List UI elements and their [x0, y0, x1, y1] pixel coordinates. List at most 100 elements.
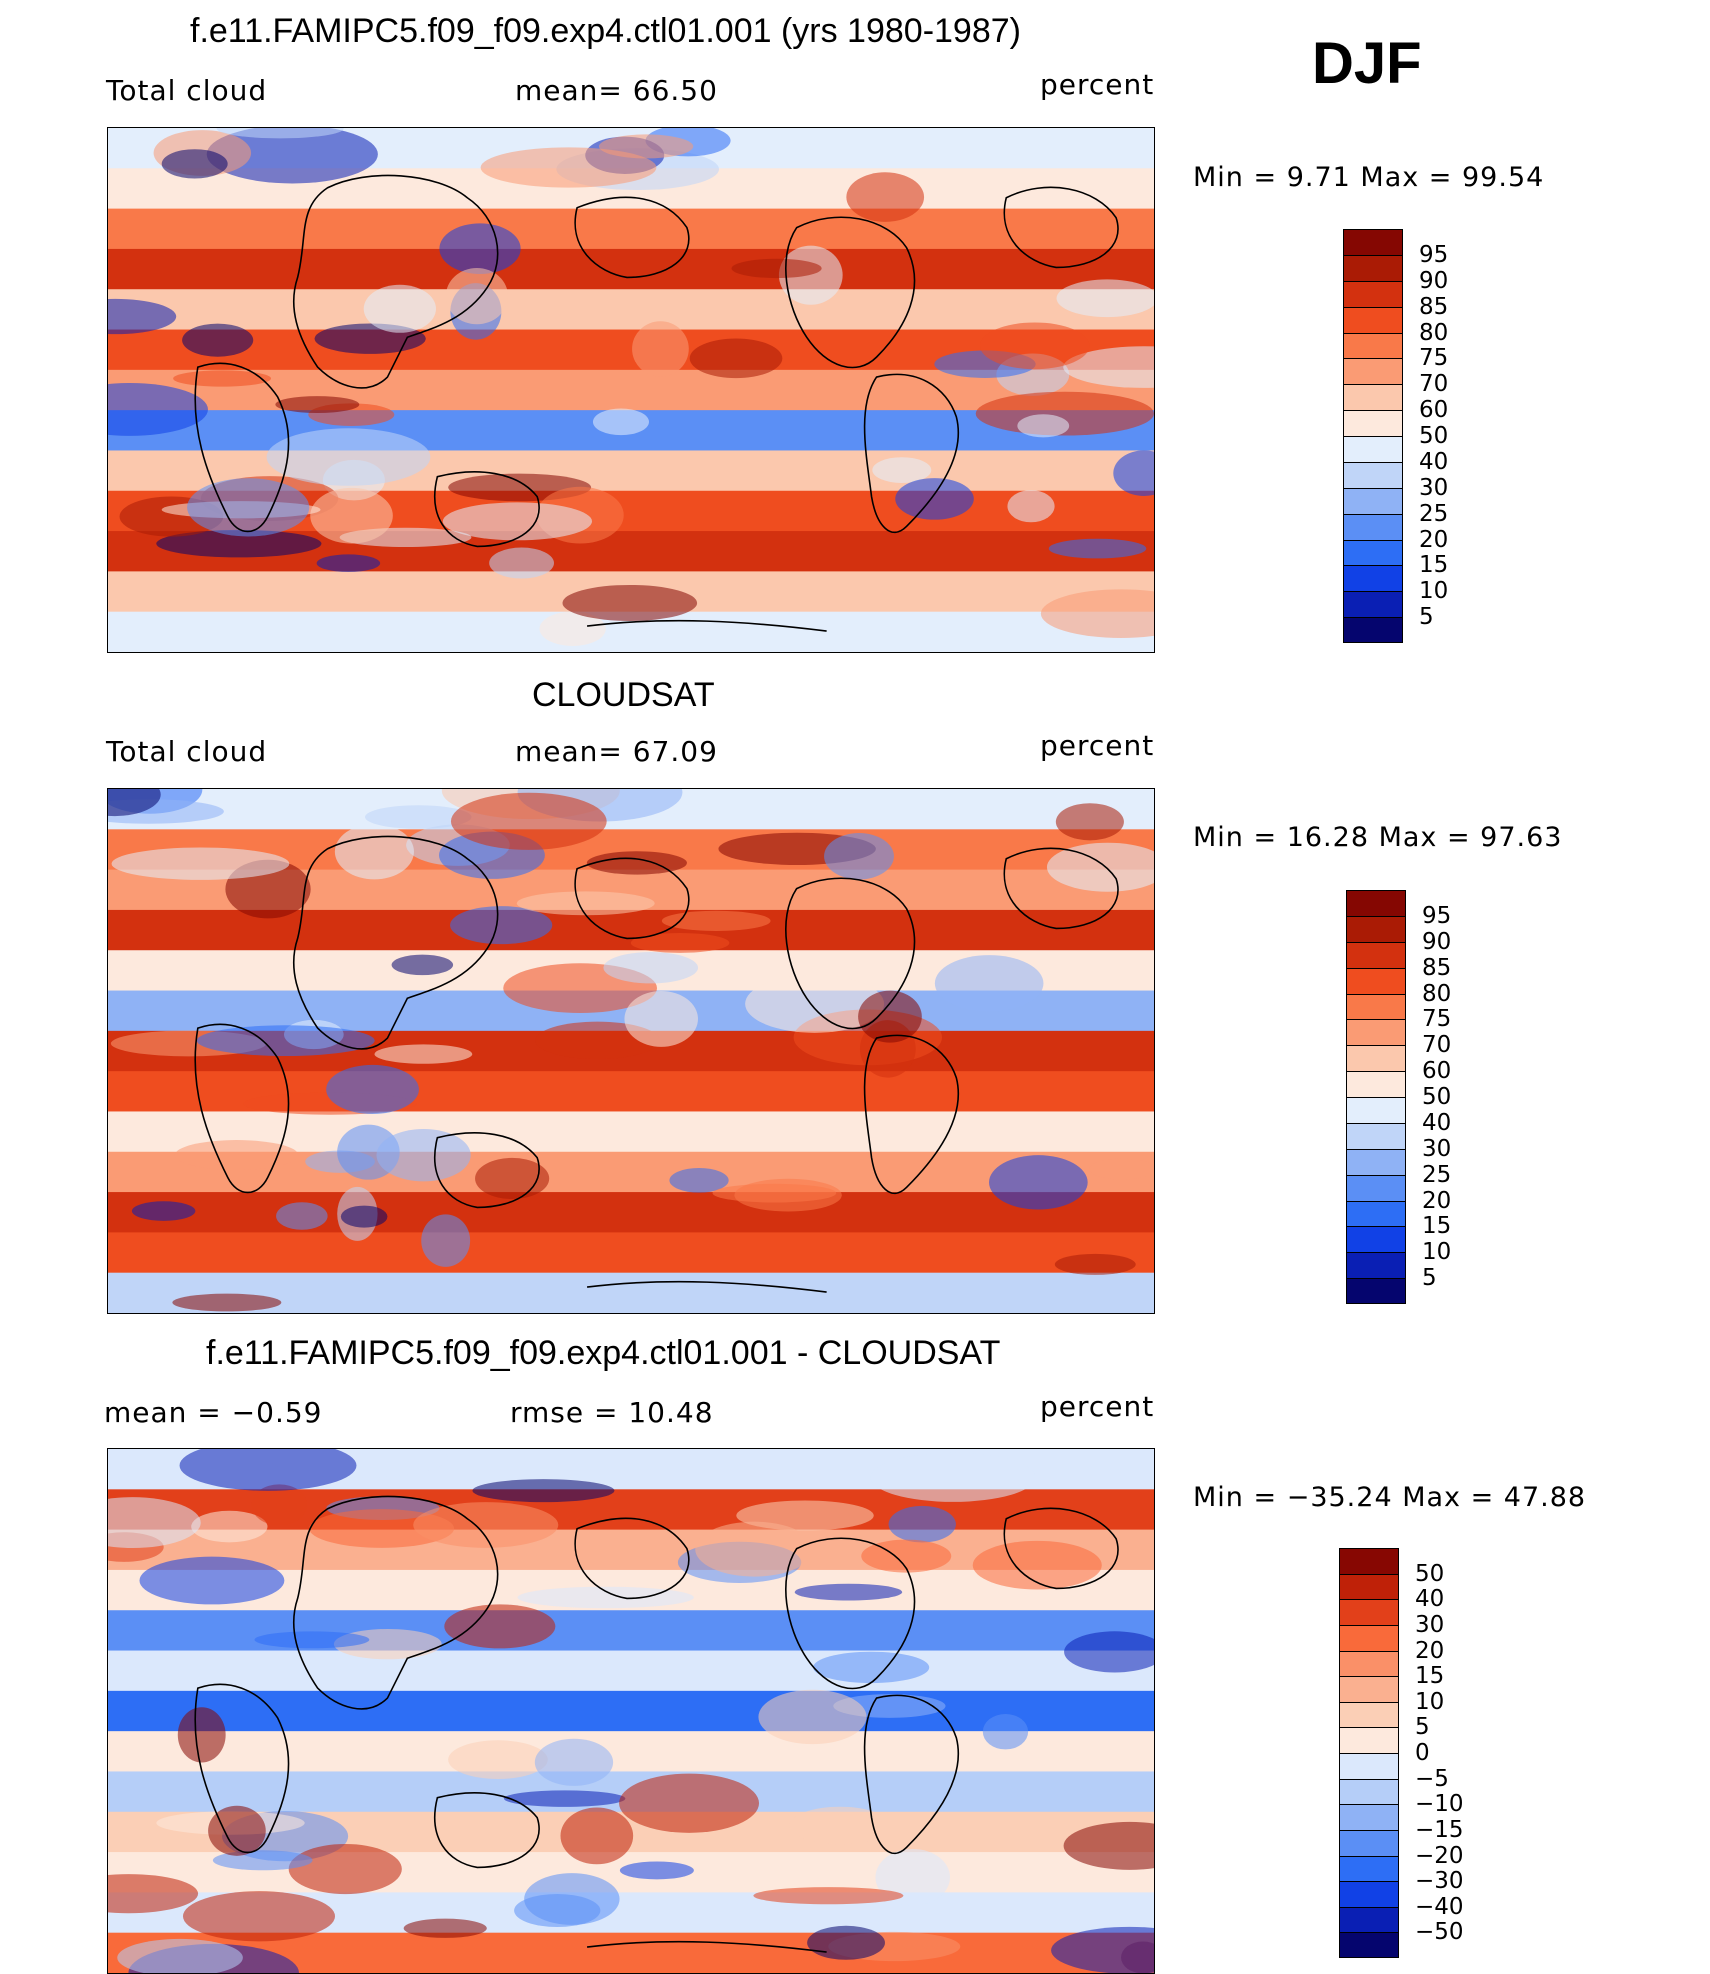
colorbar-label: 10 [1422, 1239, 1452, 1266]
map-blob [683, 789, 821, 818]
map-blob [108, 1497, 201, 1549]
colorbar-label: 85 [1422, 954, 1452, 981]
colorbar-label: 30 [1415, 1611, 1445, 1638]
panel-1-units: percent [1040, 68, 1155, 101]
colorbar-swatch [1339, 1778, 1399, 1805]
map-blob [1017, 414, 1070, 438]
map-blob [858, 990, 922, 1043]
colorbar-swatch [1339, 1932, 1399, 1958]
map-blob [517, 1586, 694, 1609]
map-blob [586, 851, 687, 875]
colorbar-label: 60 [1422, 1058, 1452, 1085]
colorbar-swatch [1343, 436, 1403, 462]
map-blob [632, 321, 689, 377]
colorbar-swatch [1339, 1548, 1399, 1574]
colorbar-swatch [1346, 1071, 1406, 1097]
colorbar-label: 75 [1419, 345, 1449, 372]
colorbar-swatch [1339, 1753, 1399, 1779]
map-blob [1046, 842, 1154, 892]
colorbar-label: 5 [1422, 1265, 1437, 1292]
colorbar-label: −30 [1415, 1868, 1464, 1895]
map-blob [254, 1631, 370, 1649]
map-blob [934, 955, 1044, 1012]
map-blob [448, 1740, 548, 1780]
colorbar-label: 90 [1419, 267, 1449, 294]
map-blob [661, 910, 771, 931]
map-blob [619, 1861, 694, 1880]
colorbar-label: 50 [1419, 423, 1449, 449]
colorbar-swatch [1346, 1278, 1406, 1304]
colorbar-swatch [1346, 1148, 1406, 1175]
colorbar-swatch [1343, 280, 1403, 307]
map-blob [161, 149, 228, 179]
panel-3-rmse: rmse = 10.48 [510, 1396, 714, 1429]
colorbar-label: 70 [1419, 371, 1449, 398]
coastline [194, 1023, 290, 1194]
colorbar-label: −50 [1415, 1919, 1464, 1946]
colorbar-swatch [1343, 617, 1403, 643]
map-blob [376, 1128, 471, 1182]
map-blob [669, 1167, 729, 1193]
colorbar-label: 95 [1422, 902, 1452, 929]
map-blob [1113, 450, 1154, 497]
map-blob [208, 1805, 266, 1856]
panel-2-map [107, 788, 1155, 1314]
map-blob [794, 1583, 903, 1601]
map-blob [489, 547, 555, 579]
map-blob [413, 1502, 559, 1548]
coastline [785, 216, 916, 369]
colorbar-label: 15 [1415, 1663, 1445, 1690]
colorbar-label: 5 [1415, 1714, 1430, 1741]
panel-1-map-svg [108, 128, 1154, 652]
colorbar-label: 15 [1419, 552, 1449, 579]
colorbar-swatch [1346, 915, 1406, 942]
map-blob [516, 891, 655, 916]
map-blob [875, 1848, 951, 1906]
colorbar-label: 95 [1419, 241, 1449, 268]
colorbar-label: −5 [1415, 1765, 1449, 1792]
panel-2-map-svg [108, 789, 1154, 1313]
colorbar-label: 40 [1419, 448, 1449, 475]
map-blob [895, 478, 974, 520]
map-blob [326, 1064, 419, 1114]
coastline [863, 373, 960, 533]
panel-3-map [107, 1448, 1155, 1974]
map-blob [108, 298, 177, 335]
map-blob [182, 323, 254, 357]
colorbar-swatch [1343, 487, 1403, 514]
colorbar-label: 30 [1419, 474, 1449, 501]
colorbar-swatch [1343, 539, 1403, 566]
panel-3-minmax: Min = −35.24 Max = 47.88 [1193, 1482, 1587, 1513]
coastline [292, 835, 499, 1050]
panel-3-mean: mean = −0.59 [104, 1396, 323, 1429]
panel-2-mean: mean= 67.09 [515, 735, 718, 768]
map-blob [534, 1738, 614, 1786]
colorbar-swatch [1339, 1855, 1399, 1882]
colorbar-swatch [1343, 358, 1403, 385]
colorbar-swatch [1343, 410, 1403, 436]
colorbar-swatch [1339, 1573, 1399, 1600]
colorbar-label: −20 [1415, 1842, 1464, 1869]
colorbar-label: 30 [1422, 1135, 1452, 1162]
colorbar-swatch [1343, 306, 1403, 333]
colorbar-swatch [1346, 1045, 1406, 1072]
coastline [574, 857, 690, 940]
colorbar-swatch [1343, 229, 1403, 255]
map-blob [450, 792, 607, 850]
map-blob [139, 1556, 285, 1605]
coastline [1003, 186, 1119, 269]
map-blob [391, 954, 454, 976]
map-blob [712, 1183, 837, 1203]
map-blob [1064, 1631, 1154, 1673]
coastline [785, 877, 916, 1030]
colorbar-swatch [1346, 1252, 1406, 1279]
colorbar-label: 60 [1419, 397, 1449, 424]
map-blob [619, 1773, 760, 1833]
colorbar-label: 75 [1422, 1006, 1452, 1033]
colorbar-label: 5 [1419, 604, 1434, 631]
map-blob [524, 1873, 620, 1925]
colorbar-swatch [1339, 1599, 1399, 1625]
map-blob [689, 338, 783, 379]
map-blob [182, 1891, 336, 1942]
coastline [194, 362, 290, 533]
